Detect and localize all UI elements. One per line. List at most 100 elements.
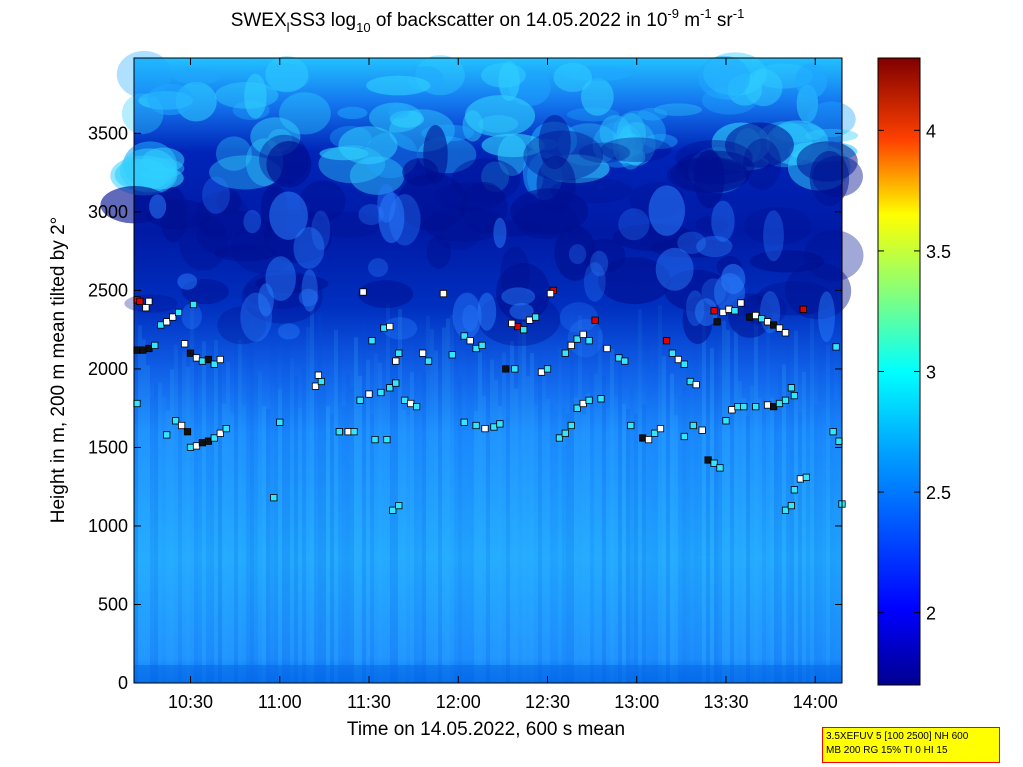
layer-marker bbox=[514, 322, 522, 331]
heatmap-streak bbox=[586, 393, 590, 683]
layer-marker bbox=[490, 423, 498, 431]
layer-marker bbox=[639, 434, 647, 442]
heatmap-streak bbox=[754, 319, 758, 683]
heatmap-blob bbox=[214, 244, 277, 262]
x-axis-label: Time on 14.05.2022, 600 s mean bbox=[347, 719, 625, 740]
heatmap-streak bbox=[810, 314, 814, 683]
layer-marker bbox=[395, 349, 403, 357]
heatmap-blob bbox=[744, 207, 812, 246]
heatmap-blob bbox=[509, 302, 534, 320]
layer-marker bbox=[790, 391, 799, 400]
heatmap-streak bbox=[438, 347, 442, 683]
heatmap-streak bbox=[626, 408, 630, 683]
heatmap-blob bbox=[349, 156, 405, 195]
heatmap-streak bbox=[294, 376, 298, 683]
heatmap-streak bbox=[718, 377, 722, 683]
heatmap-streak bbox=[186, 366, 190, 683]
layer-marker bbox=[680, 360, 688, 368]
layer-marker bbox=[775, 324, 784, 332]
layer-marker bbox=[835, 437, 843, 445]
heatmap-streak bbox=[478, 352, 482, 683]
layer-marker bbox=[573, 404, 581, 412]
heatmap-blobs bbox=[100, 50, 864, 683]
layer-marker bbox=[832, 343, 840, 351]
layer-marker bbox=[787, 384, 796, 392]
heatmap-streak bbox=[234, 330, 238, 683]
heatmap-streak bbox=[150, 398, 154, 683]
heatmap-streak bbox=[266, 408, 270, 683]
heatmap-streak bbox=[738, 381, 742, 683]
layer-marker bbox=[585, 337, 593, 345]
heatmap-streak bbox=[218, 327, 222, 683]
heatmap-streak bbox=[694, 342, 698, 683]
heatmap-blob bbox=[796, 141, 858, 182]
heatmap-streak bbox=[526, 376, 530, 683]
heatmap-streak bbox=[490, 359, 494, 683]
layer-marker bbox=[371, 435, 379, 444]
heatmap-streak bbox=[462, 419, 466, 683]
layer-marker bbox=[656, 424, 665, 433]
x-tick-label: 11:00 bbox=[258, 692, 302, 712]
heatmap-streak bbox=[698, 376, 702, 683]
layer-marker bbox=[597, 395, 605, 403]
heatmap-streak bbox=[746, 416, 750, 683]
heatmap-streak bbox=[818, 341, 822, 683]
heatmap-streak bbox=[814, 404, 818, 683]
heatmap-streak bbox=[366, 359, 370, 683]
layer-marker bbox=[764, 318, 772, 326]
y-tick-label: 2500 bbox=[88, 280, 128, 300]
layer-marker bbox=[418, 349, 427, 357]
layer-marker bbox=[136, 297, 144, 306]
heatmap-streak bbox=[770, 397, 774, 683]
heatmap-blob bbox=[694, 298, 718, 327]
layer-marker bbox=[627, 421, 635, 430]
x-tick-label: 11:30 bbox=[347, 692, 391, 712]
heatmap-streak bbox=[466, 337, 470, 683]
heatmap-streak bbox=[474, 410, 478, 683]
info-line-2: MB 200 RG 15% TI 0 HI 15 bbox=[826, 745, 948, 756]
layer-marker bbox=[651, 429, 659, 437]
layer-marker bbox=[169, 313, 177, 321]
heatmap-streak bbox=[430, 329, 434, 683]
layer-marker bbox=[719, 308, 727, 317]
heatmap-blob bbox=[311, 210, 331, 251]
heatmap-streak bbox=[606, 408, 610, 683]
heatmap-streak bbox=[386, 303, 390, 683]
layer-marker bbox=[579, 330, 587, 339]
heatmap-streak bbox=[254, 375, 258, 683]
heatmap-streak bbox=[634, 413, 638, 683]
layer-marker bbox=[579, 399, 587, 408]
layer-marker bbox=[189, 300, 198, 309]
layer-marker bbox=[722, 417, 730, 425]
heatmap-blob bbox=[501, 287, 536, 306]
heatmap-blob bbox=[299, 180, 346, 222]
heatmap-streak bbox=[302, 367, 306, 683]
heatmap-streak bbox=[666, 361, 670, 683]
heatmap-streak bbox=[350, 387, 354, 683]
heatmap-blob bbox=[367, 258, 389, 278]
heatmap-blob bbox=[592, 121, 643, 168]
heatmap-streak bbox=[250, 309, 254, 683]
heatmap-streak bbox=[274, 300, 278, 683]
heatmap-blob bbox=[202, 176, 230, 214]
heatmap-blob bbox=[648, 185, 686, 236]
heatmap-streak bbox=[622, 403, 626, 683]
layer-marker bbox=[222, 424, 230, 433]
layer-marker bbox=[145, 297, 153, 306]
colorbar-tick-label: 2 bbox=[926, 604, 936, 624]
heatmap-streak bbox=[542, 370, 546, 683]
layer-marker bbox=[198, 439, 206, 447]
layer-marker bbox=[752, 402, 760, 411]
layer-marker bbox=[466, 337, 474, 345]
heatmap-streak bbox=[674, 415, 678, 683]
layer-marker bbox=[728, 406, 736, 414]
layer-marker bbox=[392, 379, 400, 387]
heatmap-streak bbox=[710, 348, 714, 683]
heatmap-streak bbox=[178, 339, 182, 683]
heatmap-streak bbox=[422, 372, 426, 683]
heatmap-streak bbox=[410, 372, 414, 683]
layer-marker bbox=[151, 341, 159, 350]
heatmap-blob bbox=[338, 126, 398, 165]
heatmap-streak bbox=[774, 403, 778, 683]
heatmap-blob bbox=[426, 235, 451, 269]
